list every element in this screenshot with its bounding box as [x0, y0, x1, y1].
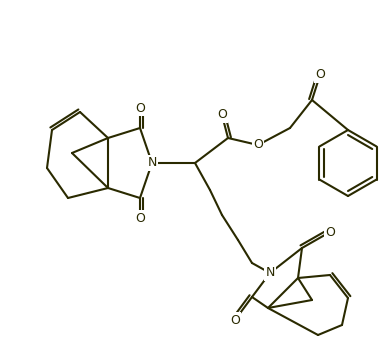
Text: O: O — [135, 102, 145, 114]
Text: O: O — [325, 226, 335, 239]
Text: O: O — [217, 108, 227, 121]
Text: N: N — [147, 156, 157, 169]
Text: O: O — [217, 108, 227, 121]
Text: O: O — [315, 68, 325, 82]
Text: O: O — [230, 313, 240, 327]
Text: N: N — [147, 156, 157, 169]
Text: O: O — [253, 138, 263, 151]
Text: O: O — [253, 138, 263, 151]
Text: O: O — [230, 313, 240, 327]
Text: N: N — [265, 267, 275, 280]
Text: O: O — [135, 211, 145, 225]
Text: O: O — [325, 226, 335, 239]
Text: O: O — [135, 102, 145, 114]
Text: N: N — [147, 156, 157, 169]
Text: N: N — [265, 267, 275, 280]
Text: O: O — [315, 68, 325, 82]
Text: O: O — [135, 211, 145, 225]
